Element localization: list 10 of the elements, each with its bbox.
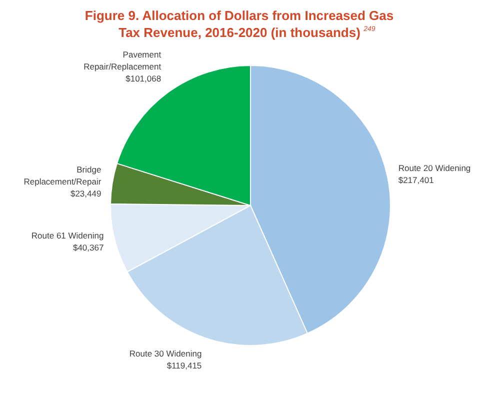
slice-label: Pavement Repair/Replacement <box>84 50 162 72</box>
slice-label: Route 30 Widening <box>129 348 202 359</box>
data-label: $101,068 <box>126 74 162 84</box>
data-label: $217,401 <box>398 175 434 186</box>
slice-label: Route 61 Widening <box>31 230 104 241</box>
slice-label: Route 20 Widening <box>398 163 471 174</box>
data-label: $119,415 <box>166 360 202 371</box>
slice-label: Bridge Replacement/Repair <box>24 164 102 187</box>
data-label: $40,367 <box>72 242 104 253</box>
data-label: $23,449 <box>70 188 102 199</box>
